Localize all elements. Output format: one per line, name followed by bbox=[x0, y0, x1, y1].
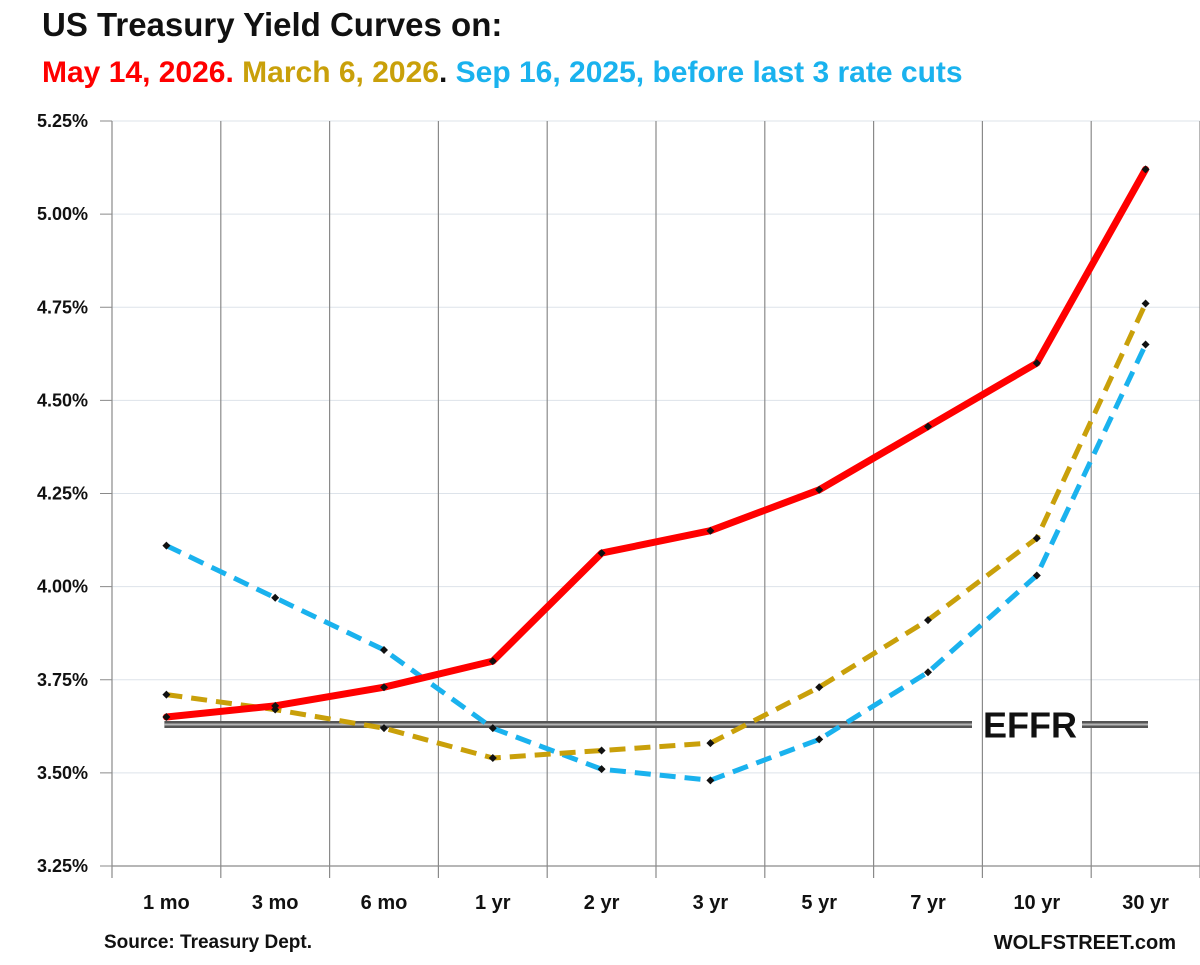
series-line-sep bbox=[165, 343, 1148, 783]
series-line-may bbox=[162, 165, 1150, 721]
subtitle-sep: Sep 16, 2025, before last 3 rate cuts bbox=[455, 56, 963, 89]
y-tick-label: 5.00% bbox=[37, 204, 88, 224]
x-tick-label: 30 yr bbox=[1122, 892, 1169, 914]
point-march bbox=[488, 753, 497, 762]
point-may bbox=[1032, 359, 1041, 368]
point-sep bbox=[271, 593, 280, 602]
brand-watermark: WOLFSTREET.com bbox=[993, 932, 1176, 954]
point-sep bbox=[162, 541, 171, 550]
x-tick-label: 10 yr bbox=[1013, 892, 1060, 914]
point-may bbox=[488, 657, 497, 666]
x-tick-label: 1 mo bbox=[143, 892, 190, 914]
y-tick-label: 4.50% bbox=[37, 390, 88, 410]
point-may bbox=[597, 549, 606, 558]
point-may bbox=[162, 713, 171, 721]
point-sep bbox=[924, 668, 932, 677]
x-tick-label: 2 yr bbox=[584, 892, 620, 914]
point-march bbox=[1141, 299, 1150, 308]
point-sep bbox=[380, 645, 388, 654]
y-tick-label: 3.75% bbox=[37, 670, 88, 690]
x-tick-label: 1 yr bbox=[475, 892, 511, 914]
y-tick-label: 5.25% bbox=[37, 111, 88, 131]
point-may bbox=[924, 422, 932, 431]
source-note: Source: Treasury Dept. bbox=[104, 932, 313, 953]
x-tick-label: 6 mo bbox=[361, 892, 408, 914]
point-sep bbox=[1141, 340, 1150, 349]
point-sep bbox=[488, 724, 497, 733]
point-may bbox=[706, 526, 715, 535]
x-tick-label: 3 mo bbox=[252, 892, 299, 914]
point-march bbox=[380, 724, 388, 733]
x-tick-label: 5 yr bbox=[801, 892, 837, 914]
point-may bbox=[271, 701, 280, 710]
chart-title: US Treasury Yield Curves on: bbox=[42, 6, 503, 43]
x-tick-label: 3 yr bbox=[693, 892, 729, 914]
point-march bbox=[597, 746, 606, 755]
point-march bbox=[924, 616, 932, 625]
subtitle-dot: . bbox=[438, 56, 448, 89]
y-tick-label: 4.75% bbox=[37, 297, 88, 317]
point-sep bbox=[597, 765, 606, 774]
point-march bbox=[162, 690, 171, 699]
effr-label: EFFR bbox=[983, 704, 1077, 745]
subtitle-march: March 6, 2026 bbox=[242, 56, 439, 89]
x-tick-label: 7 yr bbox=[910, 892, 946, 914]
point-sep bbox=[706, 776, 715, 785]
y-tick-label: 4.00% bbox=[37, 577, 88, 597]
point-may bbox=[815, 485, 824, 494]
point-march bbox=[815, 683, 824, 692]
y-tick-label: 3.50% bbox=[37, 763, 88, 783]
point-sep bbox=[1032, 571, 1041, 580]
point-march bbox=[706, 739, 715, 748]
chart-subtitle: May 14, 2026. March 6, 2026. Sep 16, 202… bbox=[42, 56, 963, 90]
series-line-march bbox=[166, 302, 1148, 761]
y-tick-label: 3.25% bbox=[37, 856, 88, 876]
point-may bbox=[380, 683, 388, 692]
point-march bbox=[1032, 534, 1041, 543]
point-may bbox=[1141, 165, 1150, 174]
subtitle-may: May 14, 2026. bbox=[42, 56, 234, 89]
y-tick-label: 4.25% bbox=[37, 484, 88, 504]
point-sep bbox=[815, 735, 824, 744]
